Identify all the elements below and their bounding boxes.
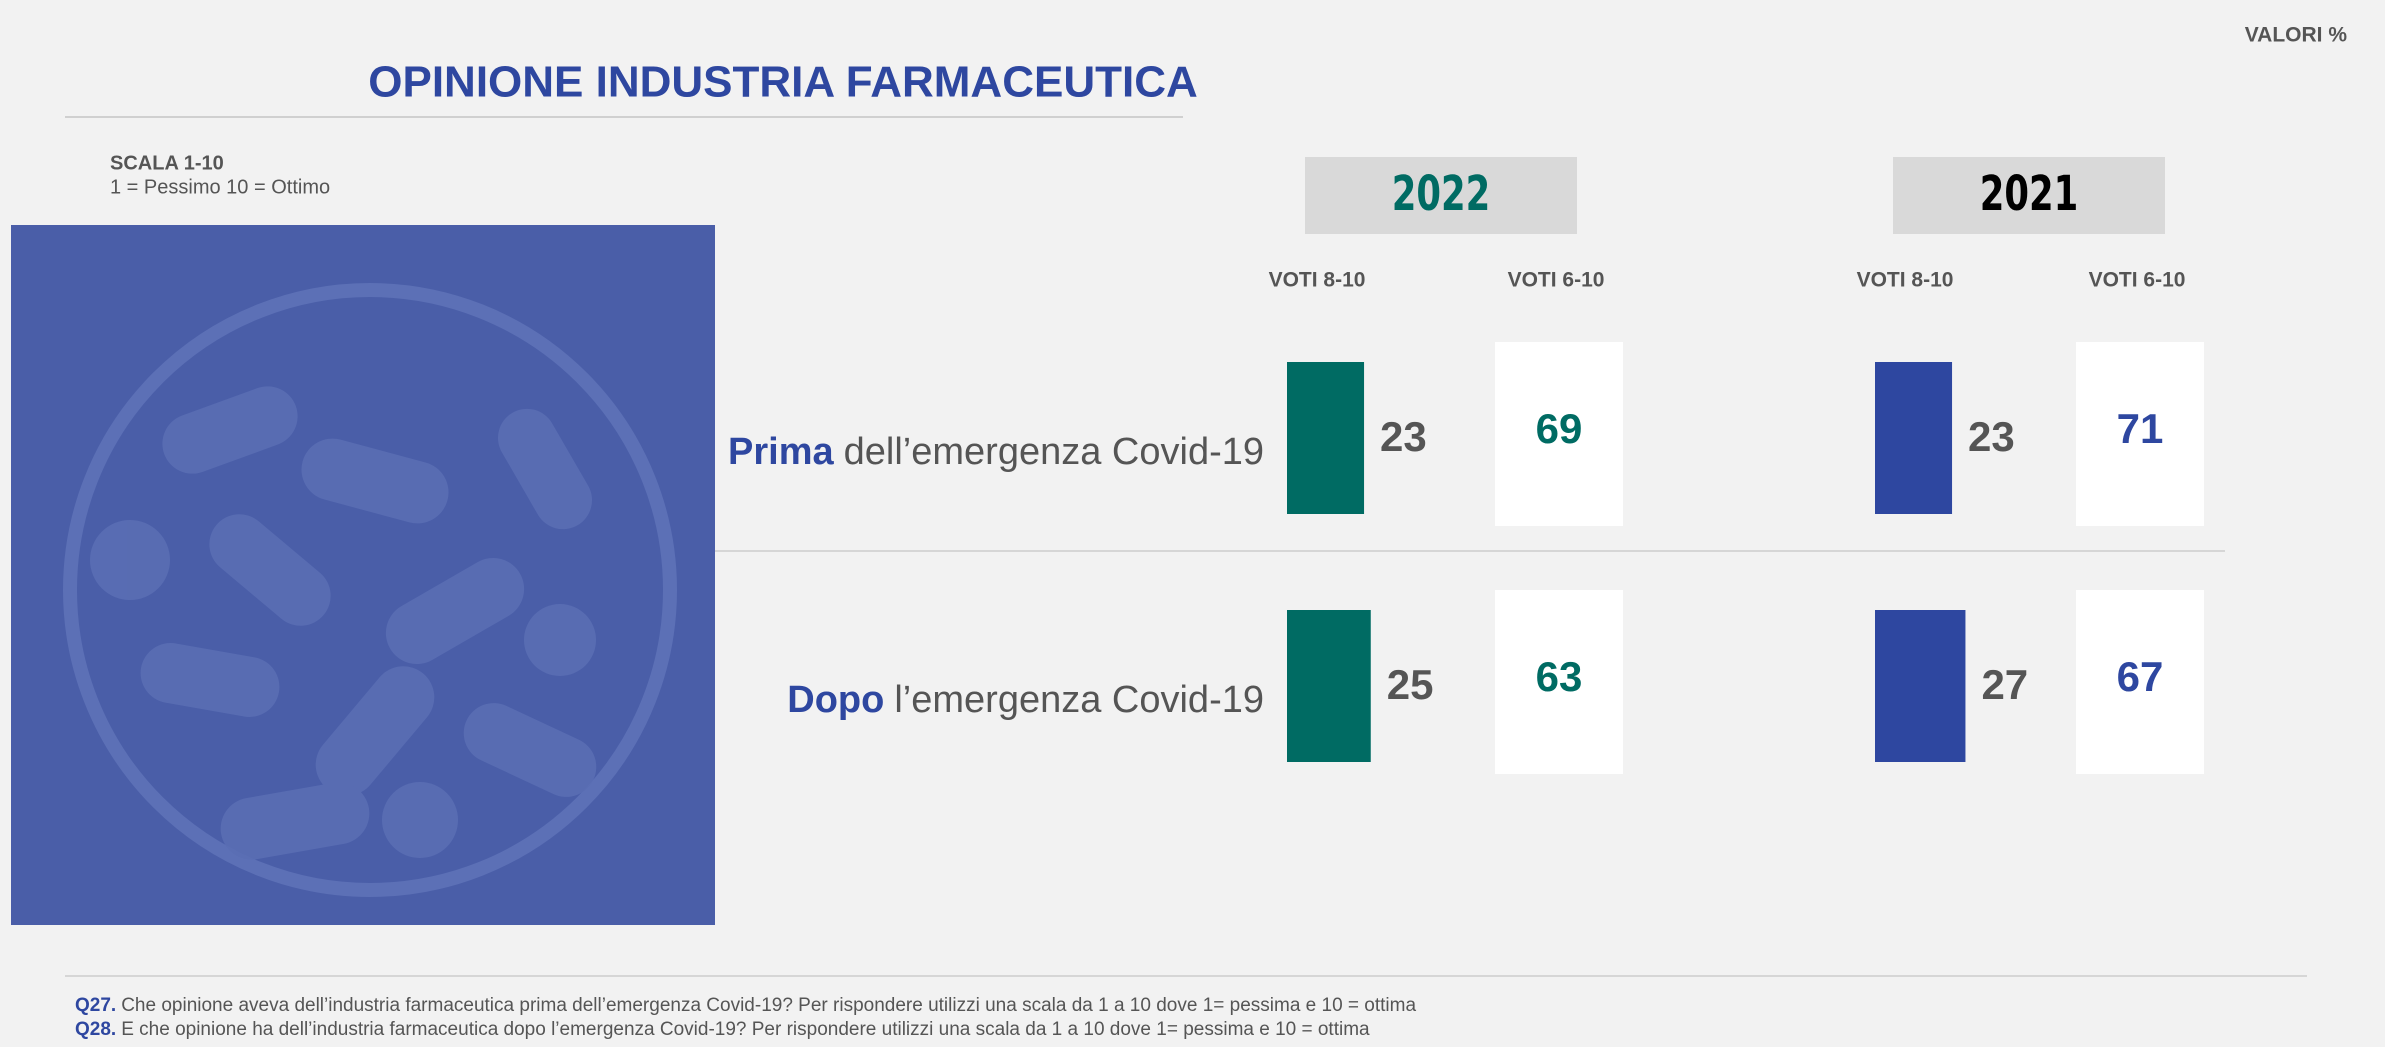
slide: VALORI % OPINIONE INDUSTRIA FARMACEUTICA… (0, 0, 2385, 1047)
chart-title: OPINIONE INDUSTRIA FARMACEUTICA (368, 58, 1198, 107)
footnote: Q28.E che opinione ha dell’industria far… (75, 1019, 1370, 1040)
scale-note: 1 = Pessimo 10 = Ottimo (110, 176, 330, 198)
value-label: 25 (1387, 661, 1434, 708)
units-label: VALORI % (2245, 24, 2348, 47)
bar (1287, 610, 1371, 762)
value-label: 27 (1981, 661, 2028, 708)
year-label: 2022 (1392, 166, 1491, 222)
value-label: 69 (1536, 405, 1583, 452)
photo (11, 225, 715, 925)
footnote-text: Che opinione aveva dell’industria farmac… (121, 995, 1416, 1016)
category-text: dell’emergenza Covid-19 (844, 431, 1264, 473)
bar (1287, 362, 1364, 514)
column-header: VOTI 6-10 (2089, 269, 2186, 292)
year-label: 2021 (1980, 166, 2079, 222)
column-header: VOTI 6-10 (1508, 269, 1605, 292)
column-header: VOTI 8-10 (1269, 269, 1366, 292)
column-header: VOTI 8-10 (1857, 269, 1954, 292)
bar (1875, 362, 1952, 514)
footnote: Q27.Che opinione aveva dell’industria fa… (75, 995, 1416, 1016)
value-label: 63 (1536, 653, 1583, 700)
footnote-id: Q27. (75, 995, 116, 1016)
value-label: 23 (1380, 413, 1427, 460)
category-text: l’emergenza Covid-19 (894, 679, 1264, 721)
category-highlight: Prima (728, 431, 834, 473)
footnote-text: E che opinione ha dell’industria farmace… (121, 1019, 1370, 1040)
scale-title: SCALA 1-10 (110, 152, 224, 174)
value-label: 71 (2117, 405, 2164, 452)
bar (1875, 610, 1965, 762)
footnote-id: Q28. (75, 1019, 116, 1040)
value-label: 67 (2117, 653, 2164, 700)
category-highlight: Dopo (787, 679, 884, 721)
value-label: 23 (1968, 413, 2015, 460)
